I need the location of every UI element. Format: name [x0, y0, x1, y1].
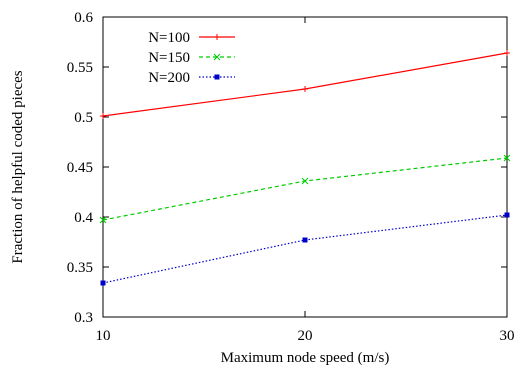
y-tick-label: 0.5 [74, 110, 93, 126]
legend-marker [214, 74, 220, 80]
y-axis-label: Fraction of helpful coded pieces [10, 70, 26, 263]
y-tick-label: 0.45 [67, 160, 93, 176]
y-tick-label: 0.55 [67, 60, 93, 76]
series-2 [100, 212, 510, 286]
data-point [100, 280, 106, 286]
legend-marker [213, 53, 221, 61]
data-point [504, 50, 510, 56]
series-line [102, 214, 508, 284]
legend-label: N=100 [148, 30, 190, 46]
x-axis-label: Maximum node speed (m/s) [221, 350, 390, 366]
series-line [102, 157, 508, 221]
y-tick-label: 0.3 [74, 310, 93, 326]
y-tick-label: 0.4 [74, 210, 93, 226]
data-point [99, 216, 107, 224]
plot-area: 0.3 0.35 0.4 0.45 0.5 0.55 0.6 10 20 30 [67, 10, 515, 344]
y-tick-label: 0.35 [67, 260, 93, 276]
legend-label: N=150 [148, 50, 190, 66]
series-1 [99, 154, 511, 224]
series-0 [100, 50, 510, 119]
x-tick-label: 10 [96, 328, 111, 344]
data-point [503, 154, 511, 162]
x-tick-label: 20 [298, 328, 313, 344]
y-tick-label: 0.6 [74, 10, 93, 26]
data-point [100, 113, 106, 119]
data-point [302, 86, 308, 92]
legend: N=100 N=150 N=200 [148, 30, 235, 86]
data-point [504, 212, 510, 218]
legend-marker [214, 34, 220, 40]
data-point [301, 177, 309, 185]
data-point [302, 237, 308, 243]
legend-label: N=200 [148, 70, 190, 86]
x-tick-label: 30 [500, 328, 515, 344]
series-layer [99, 50, 511, 286]
